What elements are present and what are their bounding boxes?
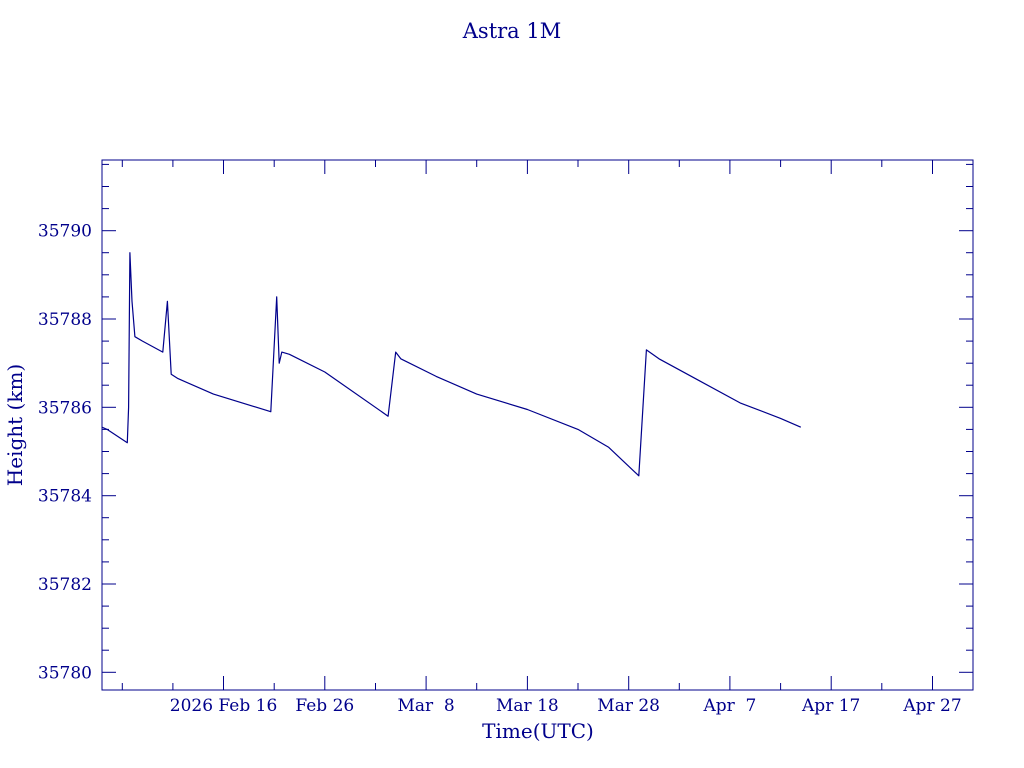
y-axis-label: Height (km) — [3, 364, 27, 486]
y-tick-label: 35780 — [38, 663, 92, 683]
x-tick-label: Apr 7 — [702, 696, 756, 716]
series-layer — [101, 252, 802, 477]
y-tick-label: 35784 — [38, 487, 92, 507]
x-axis-label: Time(UTC) — [482, 719, 594, 743]
y-tick-label: 35786 — [38, 398, 92, 418]
x-tick-label: Mar 18 — [496, 696, 559, 716]
x-axis: 2026 Feb 16 Feb 26 Mar 8 Mar 18 Mar 28 Apr 7 A… — [121, 160, 962, 716]
x-tick-label: Feb 26 — [295, 696, 354, 716]
x-tick-label: Mar 28 — [597, 696, 660, 716]
y-axis: 35780 35782 35784 35786 35788 35790 — [38, 163, 973, 683]
x-tick-label: Apr 17 — [801, 696, 860, 716]
series-line — [101, 252, 802, 477]
y-tick-label: 35788 — [38, 310, 92, 330]
chart-title: Astra 1M — [462, 19, 561, 43]
x-tick-label: Mar 8 — [397, 696, 454, 716]
y-tick-label: 35790 — [38, 222, 92, 242]
x-tick-label: 2026 Feb 16 — [170, 696, 278, 716]
y-tick-label: 35782 — [38, 575, 92, 595]
x-tick-label: Apr 27 — [902, 696, 961, 716]
plot-frame — [101, 159, 974, 691]
